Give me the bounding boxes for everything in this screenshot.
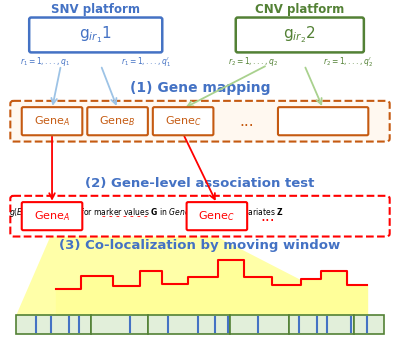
Text: $g(E(Y_i)) = \mathbf{G\beta} + \mathbf{Z\alpha}$ for marker values $\mathbf{G}$ : $g(E(Y_i)) = \mathbf{G\beta} + \mathbf{Z… (9, 206, 284, 219)
Text: $\mathrm{g}_{ir_2}2$: $\mathrm{g}_{ir_2}2$ (283, 25, 316, 45)
Bar (91, 315, 148, 334)
FancyBboxPatch shape (278, 107, 368, 135)
FancyBboxPatch shape (10, 196, 390, 237)
Text: $r_1=1,...,q_1$: $r_1=1,...,q_1$ (20, 55, 70, 68)
Text: (3) Co-localization by moving window: (3) Co-localization by moving window (59, 239, 341, 252)
Text: $r_1=1,...,q_1'$: $r_1=1,...,q_1'$ (121, 55, 172, 69)
FancyBboxPatch shape (153, 107, 214, 135)
Text: $\mathrm{g}_{ir_1}1$: $\mathrm{g}_{ir_1}1$ (79, 25, 112, 45)
Text: $r_2=1,...,q_2'$: $r_2=1,...,q_2'$ (323, 55, 373, 69)
Text: Gene$_B$: Gene$_B$ (100, 114, 136, 128)
Bar (354, 315, 384, 334)
Text: (2) Gene-level association test: (2) Gene-level association test (85, 177, 315, 190)
Text: ...: ... (239, 114, 254, 129)
FancyBboxPatch shape (236, 18, 364, 53)
Bar (289, 315, 354, 334)
Text: ...: ... (260, 209, 275, 224)
FancyBboxPatch shape (10, 101, 390, 141)
Text: Gene$_C$: Gene$_C$ (165, 114, 202, 128)
Text: - - - - - - -: - - - - - - - (102, 211, 148, 221)
FancyBboxPatch shape (22, 202, 82, 230)
FancyBboxPatch shape (87, 107, 148, 135)
Polygon shape (16, 233, 369, 315)
Text: (1) Gene mapping: (1) Gene mapping (130, 81, 270, 95)
Text: Gene$_A$: Gene$_A$ (34, 209, 70, 223)
Bar (16, 315, 91, 334)
Text: Gene$_C$: Gene$_C$ (198, 209, 235, 223)
FancyBboxPatch shape (22, 107, 82, 135)
Text: Gene$_A$: Gene$_A$ (34, 114, 70, 128)
Text: $r_2=1,...,q_2$: $r_2=1,...,q_2$ (228, 55, 279, 68)
Bar (148, 315, 230, 334)
Text: SNV platform: SNV platform (51, 3, 140, 15)
Bar (230, 315, 289, 334)
FancyBboxPatch shape (29, 18, 162, 53)
Polygon shape (56, 260, 367, 315)
Text: CNV platform: CNV platform (255, 3, 344, 15)
FancyBboxPatch shape (186, 202, 247, 230)
